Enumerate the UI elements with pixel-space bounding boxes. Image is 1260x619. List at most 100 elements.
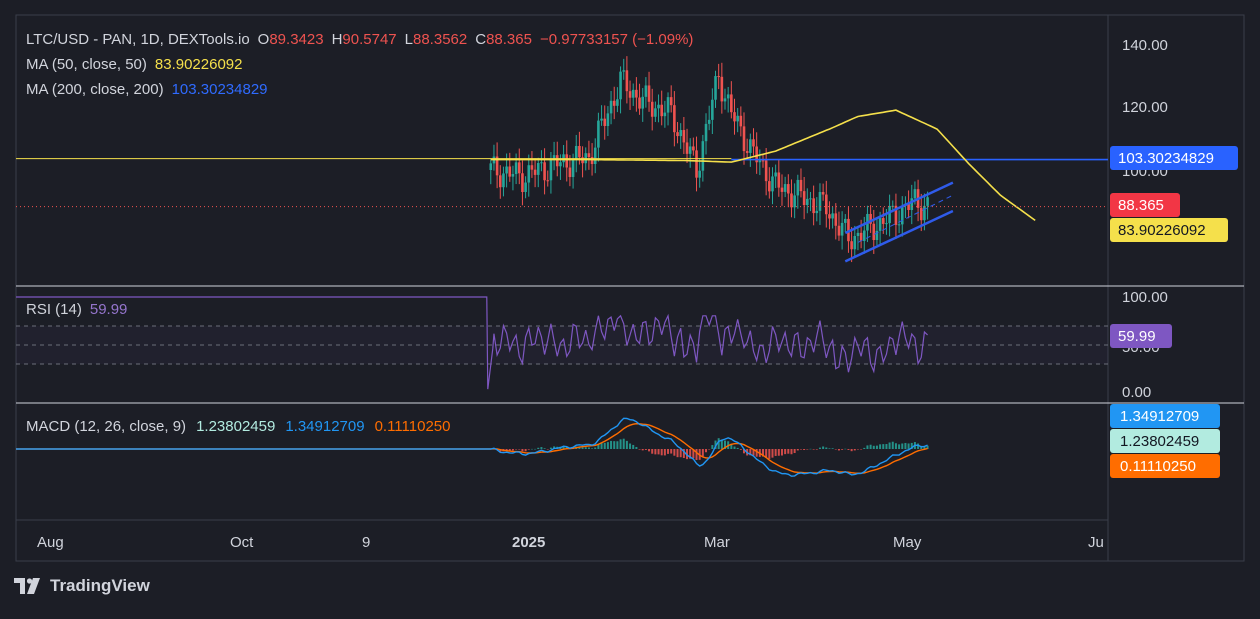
candle bbox=[745, 138, 749, 159]
macd-hist-bar bbox=[667, 449, 670, 454]
macd-hist-bar bbox=[879, 444, 882, 449]
candle bbox=[654, 101, 657, 123]
macd-hist-bar bbox=[894, 443, 897, 449]
channel-lower-line[interactable] bbox=[844, 209, 954, 263]
candle bbox=[872, 209, 876, 254]
macd-hist-bar bbox=[670, 449, 673, 454]
candle bbox=[761, 154, 765, 168]
macd-hist-bar bbox=[749, 449, 752, 456]
candle bbox=[616, 87, 619, 113]
candle bbox=[764, 148, 768, 196]
macd-hist-bar bbox=[635, 446, 638, 449]
candle bbox=[793, 183, 796, 219]
candle bbox=[831, 206, 834, 229]
macd-hist-bar bbox=[799, 449, 802, 450]
macd-hist-bar bbox=[803, 449, 806, 450]
candle bbox=[900, 196, 904, 237]
macd-hist-bar bbox=[717, 438, 720, 449]
macd-legend[interactable]: MACD (12, 26, close, 9) 1.23802459 1.34912… bbox=[26, 418, 450, 435]
macd-hist-bar bbox=[537, 447, 540, 449]
candle bbox=[742, 112, 746, 165]
candle bbox=[733, 98, 736, 135]
macd-hist-bar bbox=[853, 449, 856, 451]
candle bbox=[730, 81, 733, 119]
candle bbox=[612, 86, 616, 120]
macd-hist-bar bbox=[923, 446, 926, 449]
macd-hist-bar bbox=[705, 449, 708, 453]
legend-ma50[interactable]: MA (50, close, 50) 83.90226092 bbox=[26, 56, 242, 73]
candle bbox=[824, 180, 828, 228]
candle bbox=[647, 71, 651, 112]
time-label-may: May bbox=[893, 534, 922, 551]
candle bbox=[707, 105, 711, 131]
macd-hist-bar bbox=[752, 449, 755, 456]
candle bbox=[821, 183, 825, 201]
macd-hist-bar bbox=[793, 449, 796, 454]
macd-hist-badge: 0.11110250 bbox=[1110, 454, 1220, 478]
channel-upper-line[interactable] bbox=[844, 181, 954, 235]
macd-hist-bar bbox=[701, 449, 704, 457]
macd-hist-bar bbox=[657, 449, 660, 455]
candle bbox=[768, 167, 771, 199]
candle bbox=[856, 225, 860, 251]
svg-text:1.23802459: 1.23802459 bbox=[1120, 433, 1199, 450]
candle bbox=[489, 158, 493, 185]
macd-hist-bar bbox=[641, 449, 644, 451]
rsi-line bbox=[16, 296, 928, 390]
candle bbox=[650, 88, 654, 131]
candle bbox=[517, 148, 521, 185]
macd-hist-bar bbox=[546, 449, 549, 450]
candle bbox=[644, 77, 648, 108]
close-price-badge: 88.365 bbox=[1110, 193, 1180, 217]
candle bbox=[875, 218, 879, 246]
macd-hist-bar bbox=[768, 449, 771, 459]
rsi-tick-100: 100.00 bbox=[1122, 289, 1168, 306]
candle bbox=[593, 138, 597, 174]
candle bbox=[682, 116, 686, 155]
candle bbox=[606, 106, 610, 137]
macd-hist-bar bbox=[885, 444, 888, 449]
ascending-channel[interactable] bbox=[844, 181, 954, 263]
rsi-pane bbox=[16, 296, 1108, 390]
candle bbox=[638, 83, 641, 115]
candle bbox=[641, 88, 645, 122]
candle bbox=[695, 136, 698, 192]
candle bbox=[834, 203, 838, 240]
macd-hist-bar bbox=[597, 444, 600, 449]
macd-hist-bar bbox=[771, 449, 774, 458]
tradingview-logo[interactable]: TradingView bbox=[14, 576, 150, 596]
macd-hist-bar bbox=[907, 443, 910, 449]
time-label-oct: Oct bbox=[230, 534, 254, 551]
candle bbox=[609, 91, 613, 125]
macd-hist-bar bbox=[527, 449, 530, 450]
legend-symbol[interactable]: LTC/USD - PAN, 1D, DEXTools.io O89.3423 H9… bbox=[26, 31, 693, 48]
macd-hist-bar bbox=[856, 449, 859, 450]
macd-hist-bar bbox=[780, 449, 783, 456]
candle bbox=[704, 113, 708, 155]
macd-hist-bar bbox=[711, 445, 714, 449]
time-label-2025: 2025 bbox=[512, 534, 545, 551]
chart-frame bbox=[15, 14, 1245, 562]
macd-hist-bar bbox=[625, 440, 628, 449]
macd-hist-bar bbox=[910, 442, 913, 449]
macd-hist-bar bbox=[663, 449, 666, 456]
macd-hist-bar bbox=[676, 449, 679, 458]
macd-hist-bar bbox=[901, 443, 904, 449]
macd-hist-bar bbox=[534, 448, 537, 450]
candle bbox=[815, 197, 819, 222]
macd-hist-bar bbox=[812, 449, 815, 450]
macd-hist-bar bbox=[860, 449, 863, 450]
ma200-badge: 103.30234829 bbox=[1110, 146, 1238, 170]
candle bbox=[894, 193, 898, 240]
candle bbox=[625, 56, 629, 104]
candle bbox=[574, 134, 578, 173]
macd-hist-bar bbox=[540, 447, 543, 449]
legend-ma200[interactable]: MA (200, close, 200) 103.30234829 bbox=[26, 81, 268, 98]
rsi-legend[interactable]: RSI (14) 59.99 bbox=[26, 301, 127, 318]
macd-hist-bar bbox=[926, 445, 929, 449]
macd-signal-badge: 1.34912709 bbox=[1110, 404, 1220, 428]
candle bbox=[635, 77, 638, 112]
candle bbox=[540, 150, 543, 172]
